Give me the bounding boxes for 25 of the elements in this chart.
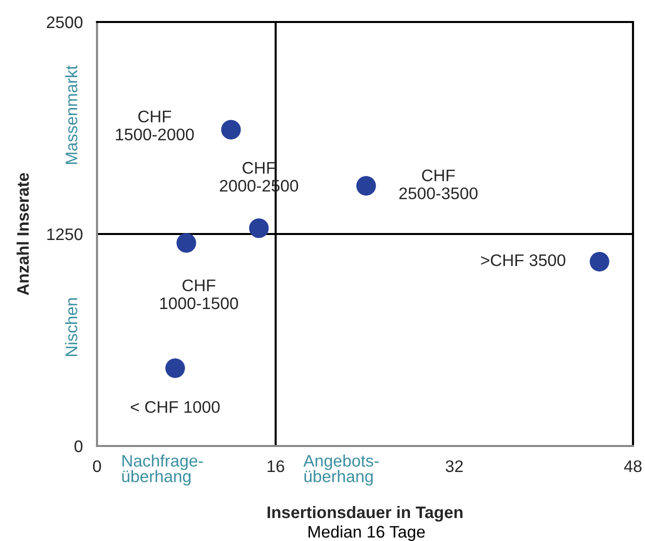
text: Nischen: [65, 298, 78, 356]
text: Angebots- überhang: [303, 454, 379, 486]
x-tick-label: 0: [93, 460, 101, 472]
point: [176, 233, 196, 253]
point: [165, 358, 185, 378]
text: Nachfrage- überhang: [122, 454, 203, 486]
y-tick-label: 0: [74, 440, 82, 452]
y-tick-label: 2500: [46, 16, 82, 28]
x-tick-label: 48: [624, 460, 642, 472]
annotation: CHF 1000-1500: [160, 279, 238, 310]
x-axis-title: Insertionsdauer in Tagen: [268, 506, 462, 522]
point: [249, 218, 269, 238]
x-tick-label: 16: [268, 460, 284, 472]
point: [590, 252, 610, 272]
point: [356, 176, 376, 196]
text: Massenmarkt: [65, 65, 78, 164]
annotation: CHF 1500-2000: [116, 110, 194, 140]
annotation: < CHF 1000: [130, 401, 220, 413]
annotation: CHF 2500-3500: [399, 170, 478, 200]
x-tick-label: 32: [446, 460, 463, 472]
y-tick-label: 1250: [47, 228, 82, 240]
y-axis-title: Anzahl Inserate: [16, 172, 29, 296]
annotation: >CHF 3500: [481, 254, 566, 266]
text: Median 16 Tage: [308, 525, 425, 541]
point: [221, 120, 241, 140]
